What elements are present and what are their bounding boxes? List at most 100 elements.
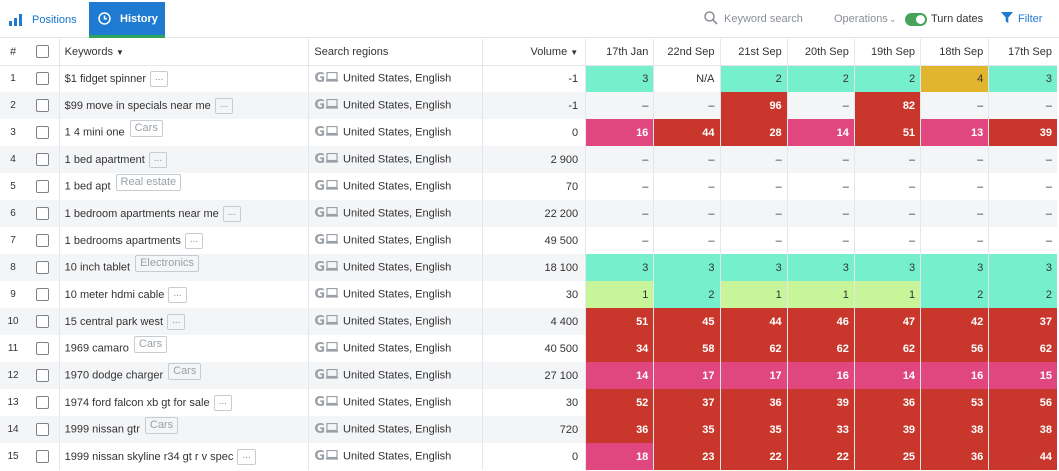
position-cell[interactable]: 28 (719, 119, 788, 146)
position-cell[interactable]: 51 (853, 119, 921, 146)
column-header-date[interactable]: 20th Sep (786, 39, 855, 66)
position-cell[interactable]: – (853, 227, 921, 254)
row-checkbox[interactable] (26, 227, 60, 254)
tab-history[interactable]: History (89, 2, 165, 38)
position-cell[interactable]: 14 (786, 119, 855, 146)
table-row[interactable]: 9 10 meter hdmi cable... G United States, E… (0, 281, 1057, 308)
position-cell[interactable]: 16 (786, 362, 855, 389)
position-cell[interactable]: – (653, 92, 720, 119)
table-row[interactable]: 7 1 bedrooms apartments... G United States,… (0, 227, 1057, 254)
more-button[interactable]: ... (148, 151, 168, 168)
position-cell[interactable]: 52 (585, 389, 654, 416)
position-cell[interactable]: 51 (585, 308, 654, 335)
keyword-text[interactable]: 10 meter hdmi cable (64, 288, 165, 301)
more-button[interactable]: ... (213, 394, 232, 411)
row-checkbox[interactable] (26, 254, 60, 281)
position-cell[interactable]: – (853, 173, 921, 200)
position-cell[interactable]: 2 (653, 281, 720, 308)
position-cell[interactable]: – (719, 146, 788, 173)
position-cell[interactable]: 82 (853, 92, 921, 119)
keyword-text[interactable]: 1 bedrooms apartments (64, 234, 181, 247)
position-cell[interactable]: 3 (585, 254, 654, 281)
keyword-text[interactable]: $1 fidget spinner (64, 72, 146, 85)
row-checkbox[interactable] (26, 281, 60, 308)
keyword-tag[interactable]: Real estate (115, 174, 182, 191)
position-cell[interactable]: 3 (988, 65, 1057, 92)
column-header-date[interactable]: 21st Sep (719, 39, 788, 66)
position-cell[interactable]: 14 (853, 362, 921, 389)
position-cell[interactable]: N/A (653, 65, 720, 92)
position-cell[interactable]: 2 (920, 281, 989, 308)
position-cell[interactable]: 35 (653, 416, 720, 443)
keyword-text[interactable]: 10 inch tablet (64, 261, 131, 274)
select-all-checkbox[interactable] (26, 39, 60, 66)
position-cell[interactable]: 62 (786, 335, 855, 362)
position-cell[interactable]: 15 (988, 362, 1057, 389)
operations-dropdown[interactable]: Operations ⌄ (834, 0, 896, 38)
column-header-date[interactable]: 17th Jan (585, 39, 654, 66)
position-cell[interactable]: – (653, 146, 720, 173)
position-cell[interactable]: – (920, 173, 989, 200)
table-row[interactable]: 6 1 bedroom apartments near me... G United … (0, 200, 1057, 227)
turn-dates-toggle[interactable]: Turn dates (905, 0, 983, 38)
row-checkbox[interactable] (26, 200, 60, 227)
position-cell[interactable]: 44 (988, 443, 1057, 470)
position-cell[interactable]: – (585, 227, 654, 254)
position-cell[interactable]: 22 (719, 443, 788, 470)
position-cell[interactable]: – (786, 173, 855, 200)
position-cell[interactable]: 1 (853, 281, 921, 308)
position-cell[interactable]: – (920, 92, 989, 119)
position-cell[interactable]: 39 (853, 416, 921, 443)
more-button[interactable]: ... (237, 448, 256, 465)
table-row[interactable]: 5 1 bed apt Real estate G United States, Eng… (0, 173, 1057, 200)
position-cell[interactable]: – (585, 146, 654, 173)
position-cell[interactable]: 35 (719, 416, 788, 443)
row-checkbox[interactable] (26, 173, 60, 200)
position-cell[interactable]: – (719, 173, 788, 200)
keyword-text[interactable]: 1974 ford falcon xb gt for sale (64, 396, 210, 409)
position-cell[interactable]: – (988, 200, 1057, 227)
position-cell[interactable]: 36 (719, 389, 788, 416)
more-button[interactable]: ... (150, 70, 169, 87)
column-header-date[interactable]: 19th Sep (853, 39, 921, 66)
position-cell[interactable]: 58 (653, 335, 720, 362)
position-cell[interactable]: 3 (585, 65, 654, 92)
position-cell[interactable]: 47 (853, 308, 921, 335)
position-cell[interactable]: – (653, 173, 720, 200)
filter-button[interactable]: Filter (1001, 0, 1042, 38)
more-button[interactable]: ... (184, 232, 204, 249)
position-cell[interactable]: 33 (786, 416, 855, 443)
table-row[interactable]: 14 1999 nissan gtr Cars G United States, Eng… (0, 416, 1057, 443)
table-row[interactable]: 1 $1 fidget spinner... G United States, Eng… (0, 65, 1057, 92)
keyword-tag[interactable]: Cars (129, 120, 163, 137)
position-cell[interactable]: 25 (853, 443, 921, 470)
row-checkbox[interactable] (26, 119, 60, 146)
position-cell[interactable]: 1 (719, 281, 788, 308)
row-checkbox[interactable] (26, 146, 60, 173)
position-cell[interactable]: – (853, 200, 921, 227)
position-cell[interactable]: 17 (719, 362, 788, 389)
position-cell[interactable]: 53 (920, 389, 989, 416)
position-cell[interactable]: 39 (988, 119, 1057, 146)
table-row[interactable]: 8 10 inch tablet Electronics G United States… (0, 254, 1057, 281)
position-cell[interactable]: – (786, 227, 855, 254)
table-row[interactable]: 10 15 central park west... G United States,… (0, 308, 1057, 335)
position-cell[interactable]: 44 (719, 308, 788, 335)
position-cell[interactable]: – (988, 146, 1057, 173)
position-cell[interactable]: 3 (920, 254, 989, 281)
more-button[interactable]: ... (214, 97, 234, 114)
position-cell[interactable]: 39 (786, 389, 855, 416)
position-cell[interactable]: 36 (920, 443, 989, 470)
row-checkbox[interactable] (26, 335, 60, 362)
column-header-date[interactable]: 18th Sep (920, 39, 989, 66)
position-cell[interactable]: – (585, 200, 654, 227)
position-cell[interactable]: 1 (786, 281, 855, 308)
keyword-text[interactable]: 1969 camaro (64, 342, 129, 355)
row-checkbox[interactable] (26, 92, 60, 119)
toggle-switch[interactable] (905, 12, 927, 26)
position-cell[interactable]: 4 (920, 65, 989, 92)
row-checkbox[interactable] (26, 443, 60, 470)
position-cell[interactable]: 46 (786, 308, 855, 335)
keyword-text[interactable]: 15 central park west (64, 315, 164, 328)
row-checkbox[interactable] (26, 65, 60, 92)
